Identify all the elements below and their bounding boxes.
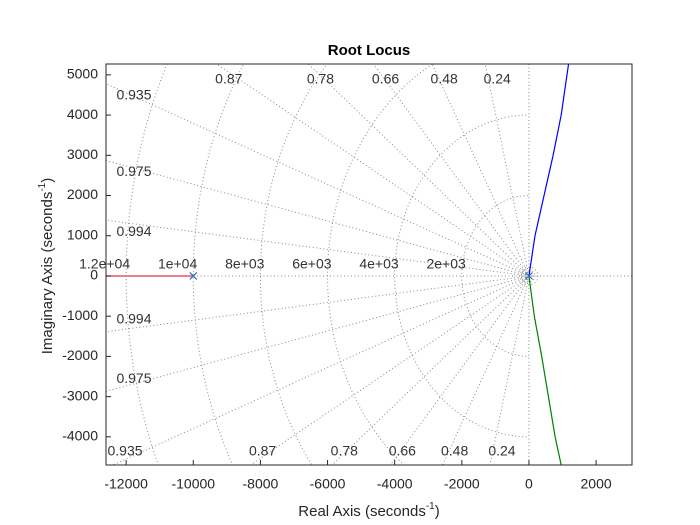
damping-line xyxy=(112,275,530,465)
y-tick-label: 4000 xyxy=(67,106,98,122)
x-tick-label: 0 xyxy=(525,476,533,492)
damping-label: 0.66 xyxy=(389,443,416,459)
damping-label: 0.48 xyxy=(431,71,458,87)
damping-label: 0.975 xyxy=(116,163,151,179)
damping-label: 0.66 xyxy=(372,71,399,87)
y-tick-label: 5000 xyxy=(67,66,98,82)
y-tick-label: 0 xyxy=(90,267,98,283)
x-axis-label-text: Real Axis (seconds xyxy=(298,503,426,520)
damping-label: 0.24 xyxy=(488,443,515,459)
frequency-circle xyxy=(327,64,434,465)
frequency-label: 2e+03 xyxy=(426,256,466,272)
x-tick-label: -10000 xyxy=(171,476,215,492)
pole-marker xyxy=(189,272,198,280)
damping-label: 0.24 xyxy=(484,71,511,87)
x-tick-label: -12000 xyxy=(104,476,148,492)
y-tick-label: -4000 xyxy=(62,428,98,444)
y-tick-label: 3000 xyxy=(67,146,98,162)
damping-label: 0.994 xyxy=(116,223,151,239)
x-tick-label: -2000 xyxy=(444,476,480,492)
y-axis-label-sup: -1 xyxy=(37,182,48,191)
frequency-label: 8e+03 xyxy=(225,256,265,272)
locus-branch xyxy=(528,64,570,277)
x-axis-label: Real Axis (seconds-1) xyxy=(298,501,439,520)
damping-label: 0.78 xyxy=(331,443,358,459)
pole-marker xyxy=(525,272,533,280)
labels: -12000 -10000 -8000 -6000 -4000 -2000 0 2000-40… xyxy=(62,66,612,492)
damping-label: 0.87 xyxy=(215,71,242,87)
damping-label: 0.48 xyxy=(441,443,468,459)
x-tick-label: 2000 xyxy=(581,476,612,492)
damping-label: 0.975 xyxy=(116,370,151,386)
y-tick-label: -1000 xyxy=(62,307,98,323)
origin-circle xyxy=(519,266,539,286)
y-tick-label: 2000 xyxy=(67,186,98,202)
damping-label: 0.78 xyxy=(307,71,334,87)
origin-circle xyxy=(525,272,533,280)
y-axis-label: Imaginary Axis (seconds-1) xyxy=(37,178,56,354)
damping-line xyxy=(106,83,530,277)
damping-label: 0.935 xyxy=(116,86,151,102)
chart-title: Root Locus xyxy=(328,42,411,59)
frequency-circle xyxy=(461,195,529,357)
damping-line xyxy=(389,275,530,465)
x-axis-label-sup: -1 xyxy=(426,501,435,512)
frequency-label: 6e+03 xyxy=(292,256,332,272)
locus-branch xyxy=(528,275,562,465)
y-axis-label-end: ) xyxy=(39,178,56,183)
axes-box xyxy=(105,63,633,466)
y-tick-label: -2000 xyxy=(62,347,98,363)
damping-label: 0.994 xyxy=(116,310,151,326)
damping-line xyxy=(431,64,530,277)
frequency-label: 1e+04 xyxy=(158,256,198,272)
frequency-label: 1.2e+04 xyxy=(79,256,130,272)
frequency-label: 4e+03 xyxy=(359,256,399,272)
x-axis-label-end: ) xyxy=(435,503,440,520)
x-tick-label: -4000 xyxy=(377,476,413,492)
data xyxy=(106,64,570,465)
x-tick-label: -6000 xyxy=(310,476,346,492)
y-tick-label: -3000 xyxy=(62,387,98,403)
damping-label: 0.935 xyxy=(107,443,142,459)
damping-line xyxy=(489,275,530,465)
damping-line xyxy=(250,275,530,465)
x-tick-label: -8000 xyxy=(243,476,279,492)
origin-circle xyxy=(522,269,536,283)
y-axis-label-text: Imaginary Axis (seconds xyxy=(39,192,56,355)
damping-label: 0.87 xyxy=(249,443,276,459)
y-tick-label: 1000 xyxy=(67,226,98,242)
